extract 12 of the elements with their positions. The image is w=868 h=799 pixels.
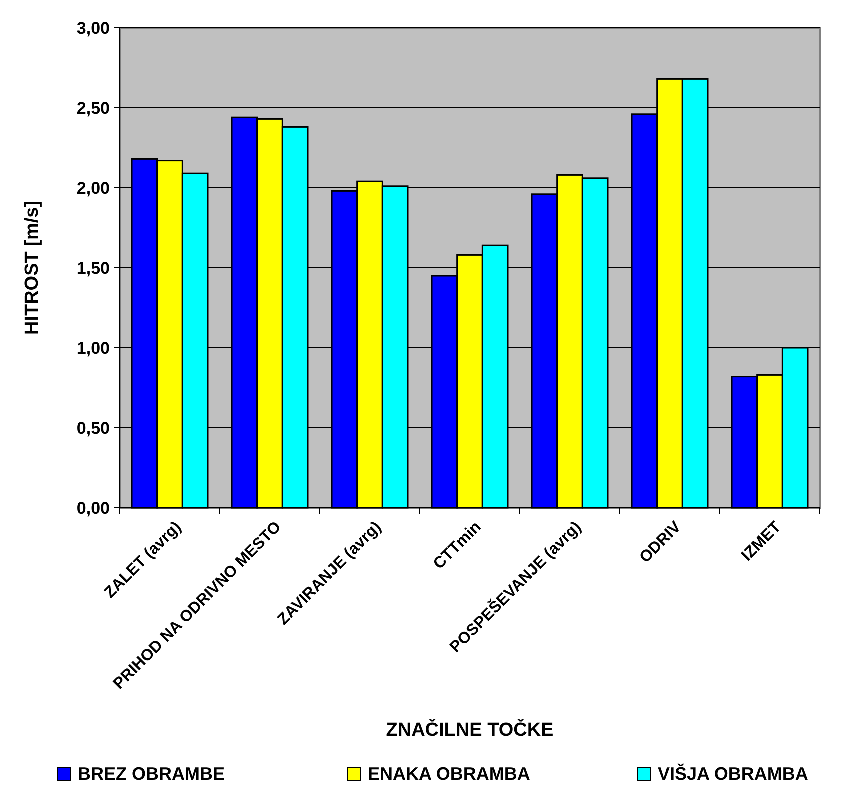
y-tick-label: 1,50 [76,258,110,278]
x-axis-title: ZNAČILNE TOČKE [386,718,554,741]
y-tick-label: 1,00 [76,338,110,358]
legend-label: VIŠJA OBRAMBA [658,763,808,784]
y-tick-label: 3,00 [76,18,110,38]
y-tick-label: 2,00 [76,178,110,198]
y-tick-label: 2,50 [76,98,110,118]
y-axis-title: HITROST [m/s] [22,200,43,336]
y-tick-label: 0,00 [76,498,110,518]
y-tick-label: 0,50 [76,418,110,438]
legend-label: ENAKA OBRAMBA [368,764,530,784]
legend-label: BREZ OBRAMBE [78,764,225,784]
